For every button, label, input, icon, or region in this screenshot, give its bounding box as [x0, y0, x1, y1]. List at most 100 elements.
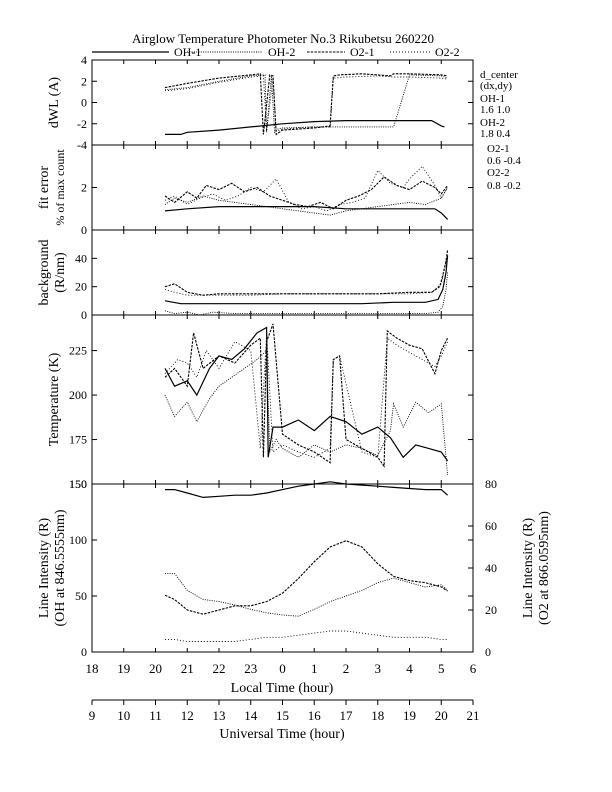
y-tick-label: 40	[75, 251, 87, 265]
series-o2-1-dwl	[164, 73, 448, 136]
side-note-oh1-label: OH-1	[480, 93, 505, 105]
local-time-tick-label: 19	[117, 661, 130, 676]
y-tick-label: 200	[69, 388, 87, 402]
ut-tick-label: 15	[276, 708, 289, 723]
panel-dwl: -4 -2 0 2 4 dWL (A)	[47, 53, 474, 152]
y-tick-label: 2	[81, 181, 87, 195]
y-axis-label: Temperature (K)	[47, 352, 62, 446]
side-note-o22-value: 0.8 -0.2	[487, 180, 521, 192]
series-o2-1-background	[164, 249, 449, 296]
panel-frame-fit_error	[91, 144, 474, 231]
ut-tick-label: 14	[244, 708, 258, 723]
local-time-tick-label: 18	[86, 661, 99, 676]
series-oh-1-intensity	[165, 481, 448, 499]
y-tick-label: 20	[75, 280, 87, 294]
local-time-tick-label: 4	[406, 661, 413, 676]
y-axis-label: dWL (A)	[47, 77, 62, 129]
side-note-header: d_center	[480, 69, 518, 81]
panel-frame-temperature	[91, 314, 474, 485]
y-tick-label: -4	[77, 138, 87, 152]
y-tick-label: 2	[81, 74, 87, 88]
y-right-axis-sublabel: (O2 at 866.0595nm)	[537, 511, 552, 625]
y-axis-label: fit error	[37, 166, 52, 209]
local-time-tick-label: 21	[181, 661, 194, 676]
figure-title: Airglow Temperature Photometer No.3 Riku…	[132, 31, 434, 46]
y-axis-label: Line Intensity (R)	[37, 518, 52, 619]
y-tick-label: -2	[77, 117, 87, 131]
series-oh-1-temperature	[164, 326, 449, 462]
ut-tick-label: 16	[308, 708, 322, 723]
side-note-oh1-value: 1.6 1.0	[480, 104, 511, 116]
local-time-tick-label: 20	[149, 661, 162, 676]
legend-label-o2-2: O2-2	[435, 45, 460, 59]
y-tick-label: 175	[69, 433, 87, 447]
y-right-tick-label: 0	[485, 645, 491, 659]
series-o2-2-temperature	[164, 332, 449, 458]
panel-fit_error: 0 2 fit error% of max count	[37, 144, 474, 237]
local-time-tick-label: 22	[213, 661, 226, 676]
y-axis-sublabel: % of max count	[53, 149, 67, 226]
y-axis-label: background	[37, 239, 52, 305]
ut-axis-label: Universal Time (hour)	[219, 727, 345, 742]
series-o2-1-fit_error	[164, 176, 449, 210]
series-oh-2-dwl	[164, 74, 448, 134]
local-time-axis-label: Local Time (hour)	[231, 681, 334, 696]
local-time-tick-label: 3	[375, 661, 382, 676]
panel-frame-dwl	[91, 59, 474, 146]
side-note-subheader: (dx,dy)	[480, 80, 512, 92]
ut-tick-label: 10	[117, 708, 130, 723]
local-time-tick-label: 5	[438, 661, 445, 676]
local-time-tick-label: 1	[311, 661, 318, 676]
series-oh-2-temperature	[164, 349, 449, 476]
y-right-tick-label: 80	[485, 477, 497, 491]
legend: OH-1 OH-2 O2-1 O2-2	[92, 45, 460, 59]
series-oh-2-fit_error	[164, 187, 448, 216]
series-oh-1-dwl	[165, 119, 445, 135]
ut-tick-label: 20	[435, 708, 448, 723]
legend-label-o2-1: O2-1	[350, 45, 375, 59]
y-tick-label: 50	[75, 589, 87, 603]
series-o2-2-dwl	[164, 75, 448, 132]
y-tick-label: 100	[69, 533, 87, 547]
side-note-o22-label: O2-2	[487, 167, 510, 179]
panel-temperature: 150 175 200 225 Temperature (K)	[47, 314, 474, 491]
ut-tick-label: 13	[213, 708, 226, 723]
y-axis-sublabel: (OH at 846.5555nm)	[53, 509, 68, 626]
y-tick-label: 225	[69, 344, 87, 358]
legend-label-oh-2: OH-2	[268, 45, 295, 59]
local-time-tick-label: 0	[279, 661, 286, 676]
y-tick-label: 150	[69, 477, 87, 491]
side-note-oh2-value: 1.8 0.4	[480, 128, 511, 140]
series-oh-1-fit_error	[164, 206, 449, 220]
dwl-side-notes: d_center (dx,dy) OH-1 1.6 1.0 OH-2 1.8 0…	[480, 69, 521, 192]
y-tick-label: 150	[69, 477, 87, 491]
series-o2-1-temperature	[164, 323, 449, 468]
y-right-axis-label: Line Intensity (R)	[521, 518, 536, 619]
ut-tick-label: 12	[181, 708, 194, 723]
y-axis-sublabel: (R/nm)	[53, 252, 68, 293]
y-tick-label: 0	[81, 308, 87, 322]
panel-background: 0 20 40 background (R/nm)	[37, 229, 474, 322]
y-right-tick-label: 20	[485, 603, 497, 617]
y-right-tick-label: 40	[485, 561, 497, 575]
series-oh-2-background	[164, 272, 449, 316]
local-time-tick-label: 2	[343, 661, 350, 676]
series-oh-1-background	[164, 255, 449, 305]
y-tick-label: 0	[81, 96, 87, 110]
side-note-o21-label: O2-1	[487, 143, 510, 155]
y-tick-label: 4	[81, 53, 87, 67]
series-oh-2-intensity	[165, 573, 448, 617]
ut-tick-label: 21	[467, 708, 480, 723]
ut-tick-label: 9	[89, 708, 96, 723]
side-note-oh2-label: OH-2	[480, 117, 505, 129]
series-o2-2-intensity	[165, 630, 448, 642]
ut-tick-label: 19	[403, 708, 416, 723]
ut-tick-label: 11	[149, 708, 162, 723]
y-tick-label: 0	[81, 223, 87, 237]
local-time-tick-label: 23	[244, 661, 257, 676]
y-right-tick-label: 60	[485, 519, 497, 533]
side-note-o21-value: 0.6 -0.4	[487, 155, 521, 167]
